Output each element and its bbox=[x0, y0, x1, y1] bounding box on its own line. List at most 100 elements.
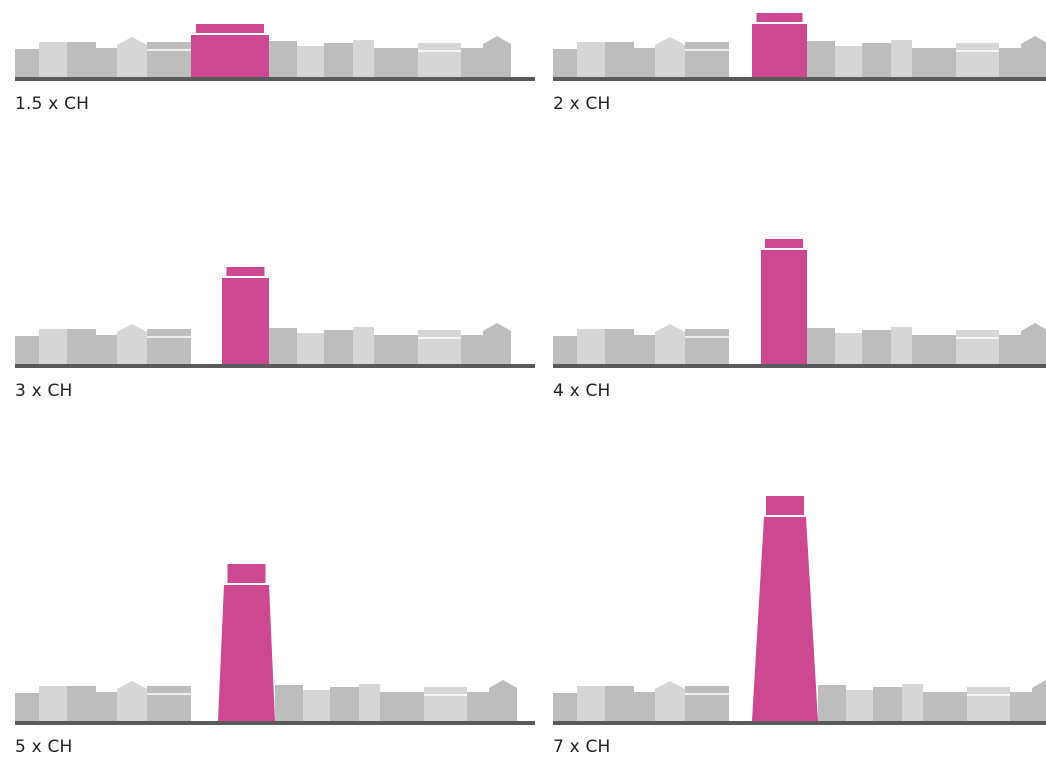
building bbox=[424, 687, 467, 721]
building bbox=[553, 336, 577, 364]
building bbox=[835, 46, 862, 77]
building bbox=[67, 686, 96, 721]
building-roof bbox=[117, 681, 147, 689]
building bbox=[67, 329, 96, 364]
building-roof bbox=[483, 323, 511, 331]
building bbox=[902, 684, 923, 721]
building bbox=[380, 692, 403, 721]
diagram-panel-3: 3 x CH bbox=[15, 0, 535, 401]
building bbox=[483, 331, 511, 364]
building bbox=[946, 692, 967, 721]
diagram-panel-1: 1.5 x CH bbox=[15, 0, 535, 250]
building bbox=[807, 41, 835, 77]
diagram-panel-6: 7 x CH bbox=[553, 0, 1046, 757]
building bbox=[935, 48, 956, 77]
building bbox=[467, 692, 489, 721]
tower-body bbox=[222, 278, 269, 364]
building bbox=[324, 330, 353, 364]
building bbox=[577, 329, 605, 364]
building bbox=[397, 48, 418, 77]
ground-line bbox=[553, 77, 1046, 81]
building bbox=[1021, 44, 1046, 77]
panel-label: 1.5 x CH bbox=[15, 94, 90, 114]
building bbox=[330, 687, 359, 721]
skyline-drawing bbox=[15, 267, 535, 368]
tower-cap bbox=[756, 13, 803, 22]
building bbox=[147, 329, 191, 364]
building bbox=[39, 42, 67, 77]
tower-cap bbox=[196, 24, 264, 33]
building bbox=[873, 687, 902, 721]
panel-label: 7 x CH bbox=[553, 737, 611, 757]
building bbox=[96, 692, 117, 721]
building bbox=[553, 693, 577, 721]
building-roof bbox=[117, 37, 147, 45]
skyline-drawing bbox=[553, 239, 1046, 368]
building bbox=[935, 335, 956, 364]
skyline-drawing bbox=[15, 24, 535, 81]
building bbox=[39, 686, 67, 721]
building bbox=[461, 335, 483, 364]
building bbox=[1021, 331, 1046, 364]
building-roof bbox=[489, 680, 517, 688]
building bbox=[956, 330, 999, 364]
building bbox=[374, 335, 397, 364]
building bbox=[807, 328, 835, 364]
building bbox=[418, 330, 461, 364]
building bbox=[489, 688, 517, 721]
building bbox=[553, 49, 577, 77]
building bbox=[685, 686, 729, 721]
building-roof bbox=[655, 37, 685, 45]
building bbox=[303, 690, 330, 721]
building-roof bbox=[483, 36, 511, 44]
building bbox=[15, 49, 39, 77]
building-roof bbox=[1021, 36, 1046, 44]
tower-cap bbox=[766, 496, 804, 515]
building bbox=[67, 42, 96, 77]
building bbox=[912, 48, 935, 77]
building bbox=[483, 44, 511, 77]
building bbox=[685, 329, 729, 364]
building bbox=[353, 40, 374, 77]
building bbox=[818, 685, 846, 721]
building bbox=[605, 329, 634, 364]
building-roof bbox=[655, 681, 685, 689]
building bbox=[605, 686, 634, 721]
building-roof bbox=[1032, 680, 1046, 688]
building bbox=[269, 41, 297, 77]
building bbox=[999, 48, 1021, 77]
building-roof bbox=[117, 324, 147, 332]
building bbox=[15, 336, 39, 364]
building bbox=[96, 335, 117, 364]
ground-line bbox=[553, 721, 1046, 725]
building bbox=[655, 45, 685, 77]
building bbox=[634, 48, 655, 77]
building bbox=[605, 42, 634, 77]
building bbox=[147, 42, 191, 77]
panel-label: 3 x CH bbox=[15, 381, 73, 401]
panel-label: 2 x CH bbox=[553, 94, 611, 114]
building bbox=[418, 43, 461, 77]
building bbox=[634, 335, 655, 364]
building bbox=[297, 333, 324, 364]
tower-body bbox=[218, 585, 275, 721]
building bbox=[577, 42, 605, 77]
building bbox=[147, 686, 191, 721]
building bbox=[96, 48, 117, 77]
building bbox=[324, 43, 353, 77]
ground-line bbox=[553, 364, 1046, 368]
building bbox=[655, 689, 685, 721]
building bbox=[685, 42, 729, 77]
building bbox=[359, 684, 380, 721]
building bbox=[655, 332, 685, 364]
tower-body bbox=[761, 250, 807, 364]
diagram-panel-5: 5 x CH bbox=[15, 0, 535, 757]
building bbox=[912, 335, 935, 364]
ground-line bbox=[15, 721, 535, 725]
diagram-panel-2: 2 x CH bbox=[553, 0, 1046, 250]
building bbox=[403, 692, 424, 721]
building bbox=[846, 690, 873, 721]
building bbox=[835, 333, 862, 364]
building bbox=[15, 693, 39, 721]
building bbox=[297, 46, 324, 77]
